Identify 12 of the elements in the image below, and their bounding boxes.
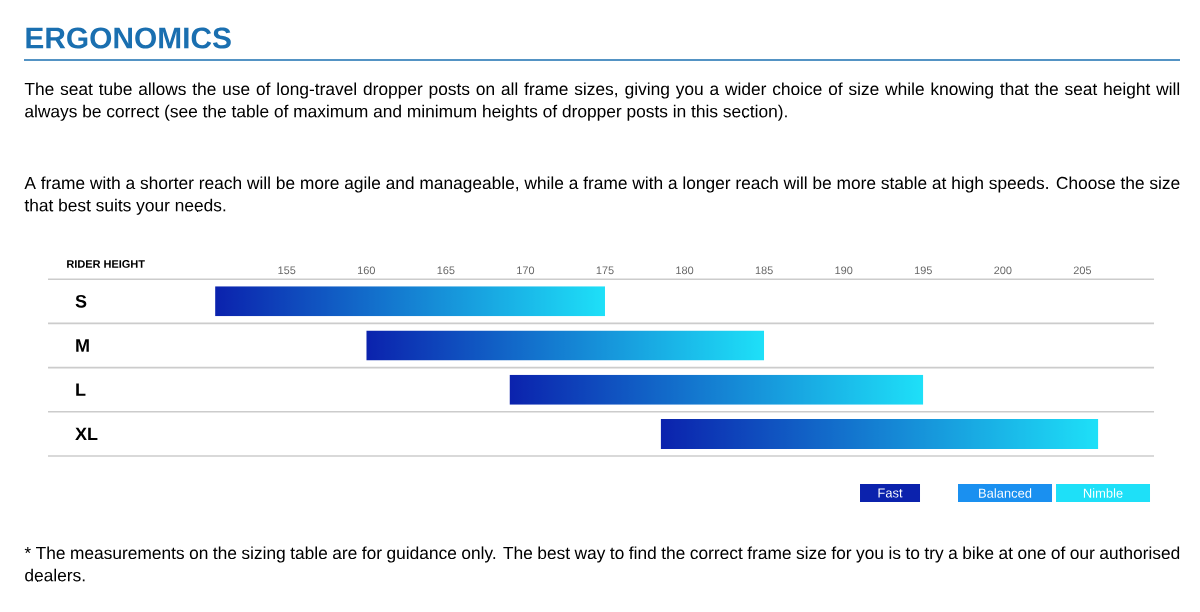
text: * The measurements on the sizing table are for guidance only. The best way to find the correct frame size for you is to try a bike at one of our authorised dealers.	[24, 546, 1180, 582]
text: A frame with a shorter reach will be more agile and manageable, while a frame with a longer reach will be more stable at high speeds. Choose the size that best suits your needs.	[24, 176, 1180, 215]
bar	[660, 418, 1099, 449]
bar	[215, 286, 605, 317]
chart-title: ERGONOMICS	[26, 27, 231, 49]
chart-subtitle: The seat tube allows the use of long-travel dropper posts on all frame sizes, giving you a wider choice of size while knowing that the seat height will always be correct (see the table of maximum and minimum heights of dropper posts in this section).	[24, 82, 1180, 121]
y-tick-label: XL	[75, 427, 98, 441]
y-tick-label: L	[76, 383, 86, 396]
bar	[366, 330, 765, 361]
y-tick-label: S	[75, 294, 87, 308]
bar	[509, 374, 924, 405]
y-tick-label: M	[76, 339, 89, 352]
